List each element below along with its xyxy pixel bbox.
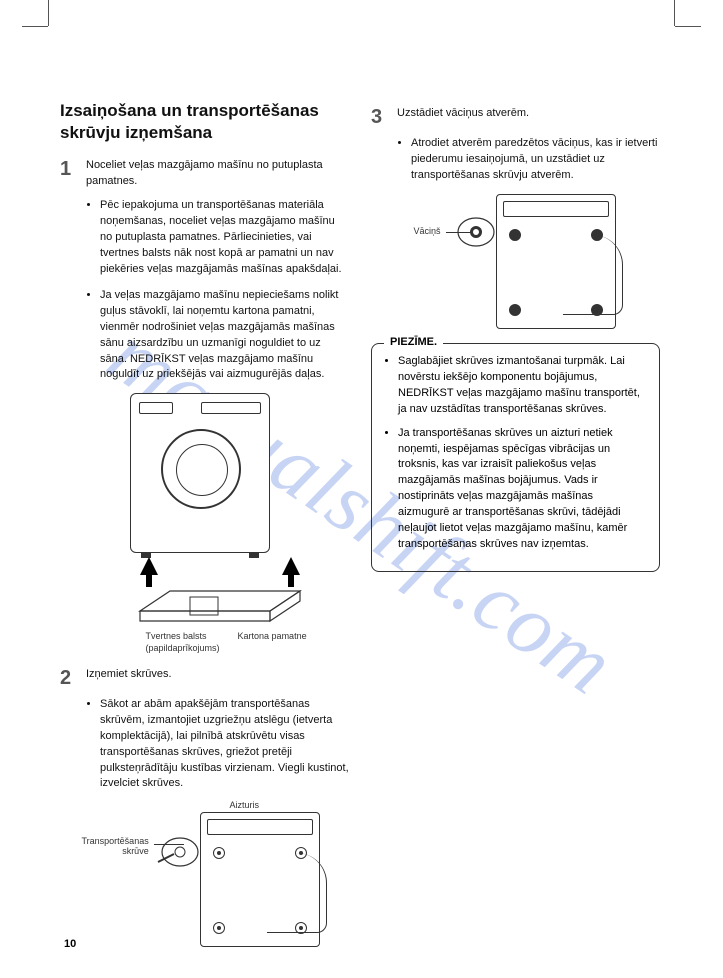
step-1-bullets: Pēc iepakojuma un transportēšanas materi…: [74, 198, 349, 383]
section-title: Izsaiņošana un transportēšanas skrūvju i…: [60, 100, 349, 144]
washing-machine-front-illustration: [130, 393, 270, 553]
figure-step-1: Tvertnes balsts (papildaprīkojums) Karto…: [90, 393, 349, 654]
step-2: 2 Izņemiet skrūves.: [60, 667, 349, 689]
crop-mark-tl: [48, 0, 49, 26]
callout-transport-screw: Transportēšanas skrūve: [82, 836, 149, 856]
page-number: 10: [64, 938, 76, 950]
step-3-bullets: Atrodiet atverēm paredzētos vāciņus, kas…: [385, 136, 660, 184]
caption-tub-support: Tvertnes balsts (papildaprīkojums): [146, 631, 220, 654]
left-column: Izsaiņošana un transportēšanas skrūvju i…: [60, 100, 349, 959]
right-column: 3 Uzstādiet vāciņus atverēm. Atrodiet at…: [371, 100, 660, 959]
wrench-bolt-detail-icon: [152, 832, 202, 872]
washing-machine-back-illustration: [496, 194, 616, 329]
step-2-text: Izņemiet skrūves.: [86, 667, 172, 689]
step-3: 3 Uzstādiet vāciņus atverēm.: [371, 106, 660, 128]
crop-mark-tr: [674, 0, 675, 26]
step-3-text: Uzstādiet vāciņus atverēm.: [397, 106, 529, 128]
list-item: Ja veļas mazgājamo mašīnu nepieciešams n…: [100, 288, 349, 384]
step-1-number: 1: [60, 158, 76, 190]
crop-mark-tl-h: [22, 26, 48, 27]
step-1: 1 Noceliet veļas mazgājamo mašīnu no put…: [60, 158, 349, 190]
step-1-text: Noceliet veļas mazgājamo mašīnu no putup…: [86, 158, 349, 190]
note-list: Saglabājiet skrūves izmantošanai turpmāk…: [384, 354, 647, 553]
callout-vacins: Vāciņš: [414, 226, 441, 236]
figure-step-2: Aizturis Transportēšanas skrūve: [70, 802, 349, 947]
list-item: Atrodiet atverēm paredzētos vāciņus, kas…: [411, 136, 660, 184]
crop-mark-tr-h: [675, 26, 701, 27]
figure-step-3: Vāciņš: [371, 194, 660, 329]
washing-machine-back-illustration: [200, 812, 320, 947]
base-plate-illustration: [130, 581, 310, 627]
note-box: PIEZĪME. Saglabājiet skrūves izmantošana…: [371, 343, 660, 572]
list-item: Pēc iepakojuma un transportēšanas materi…: [100, 198, 349, 278]
callout-aizturis: Aizturis: [230, 800, 260, 810]
list-item: Sākot ar abām apakšējām transportēšanas …: [100, 697, 349, 793]
page-content: Izsaiņošana un transportēšanas skrūvju i…: [60, 40, 660, 899]
step-2-number: 2: [60, 667, 76, 689]
caption-cardboard-base: Kartona pamatne: [238, 631, 307, 654]
note-title: PIEZĪME.: [384, 336, 443, 348]
arrow-up-icon: [282, 557, 300, 575]
cap-detail-icon: [452, 210, 498, 252]
arrow-up-icon: [140, 557, 158, 575]
list-item: Ja transportēšanas skrūves un aizturi ne…: [398, 426, 647, 554]
step-2-bullets: Sākot ar abām apakšējām transportēšanas …: [74, 697, 349, 793]
list-item: Saglabājiet skrūves izmantošanai turpmāk…: [398, 354, 647, 418]
step-3-number: 3: [371, 106, 387, 128]
